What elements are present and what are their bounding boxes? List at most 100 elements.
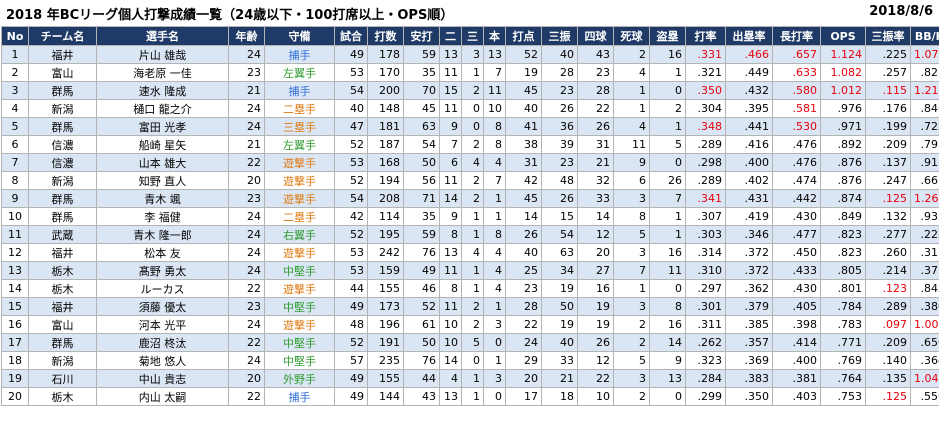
cell-rbi: 29 [505, 351, 542, 370]
cell-sb: 8 [649, 297, 686, 316]
cell-ab: 155 [367, 369, 404, 388]
cell-hbp: 8 [613, 207, 650, 226]
cell-slg: .474 [772, 171, 821, 190]
cell-h: 61 [403, 315, 440, 334]
cell-kr: .209 [865, 333, 911, 352]
cell-pos: 捕手 [264, 45, 335, 64]
column-header: OPS [820, 26, 866, 46]
cell-ops: .769 [820, 351, 866, 370]
column-header: チーム名 [28, 26, 97, 46]
cell-ops: .823 [820, 243, 866, 262]
cell-h: 59 [403, 45, 440, 64]
cell-sb: 1 [649, 225, 686, 244]
cell-ops: .876 [820, 171, 866, 190]
cell-team: 群馬 [28, 81, 97, 100]
cell-ab: 200 [367, 81, 404, 100]
cell-kr: .247 [865, 171, 911, 190]
cell-ops: .801 [820, 279, 866, 298]
cell-age: 21 [228, 81, 265, 100]
cell-kr: .123 [865, 279, 911, 298]
cell-ab: 144 [367, 387, 404, 406]
cell-avg: .262 [685, 333, 726, 352]
cell-pos: 遊撃手 [264, 315, 335, 334]
cell-age: 24 [228, 261, 265, 280]
cell-so: 39 [541, 135, 578, 154]
table-row: 6 信濃 船崎 星矢 21 左翼手 52 187 54 7 2 8 38 39 31 11 5.289.416… [1, 135, 939, 154]
cell-ops: .971 [820, 117, 866, 136]
title-bar: 2018 年BCリーグ個人打撃成績一覧（24歳以下・100打席以上・OPS順） … [0, 0, 939, 26]
cell-no: 8 [1, 171, 29, 190]
cell-pos: 遊撃手 [264, 243, 335, 262]
table-row: 3 群馬 速水 隆成 21 捕手 54 200 70 15 2 11 45 23 28 1 0.350.432… [1, 81, 939, 100]
cell-g: 49 [334, 369, 368, 388]
cell-kr: .214 [865, 261, 911, 280]
cell-obp: .395 [725, 99, 773, 118]
cell-g: 53 [334, 63, 368, 82]
cell-h: 70 [403, 81, 440, 100]
cell-age: 20 [228, 171, 265, 190]
cell-d: 13 [439, 45, 462, 64]
cell-h: 45 [403, 99, 440, 118]
cell-sb: 7 [649, 189, 686, 208]
table-row: 10 群馬李 福健 24 二塁手 42 114 35 9 1 1 14 15 14 8 1.307.419.… [1, 207, 939, 226]
cell-ab: 194 [367, 171, 404, 190]
cell-ops: 1.012 [820, 81, 866, 100]
cell-team: 富山 [28, 315, 97, 334]
cell-ops: .753 [820, 387, 866, 406]
cell-no: 17 [1, 333, 29, 352]
cell-no: 3 [1, 81, 29, 100]
cell-d: 7 [439, 135, 462, 154]
cell-hr: 8 [483, 135, 506, 154]
cell-sb: 14 [649, 333, 686, 352]
cell-kr: .225 [865, 45, 911, 64]
cell-name: 海老原 一佳 [96, 63, 229, 82]
cell-pos: 外野手 [264, 369, 335, 388]
cell-obp: .400 [725, 153, 773, 172]
cell-d: 14 [439, 351, 462, 370]
cell-no: 18 [1, 351, 29, 370]
cell-no: 5 [1, 117, 29, 136]
cell-bbk: .375 [910, 261, 939, 280]
cell-team: 福井 [28, 45, 97, 64]
cell-g: 54 [334, 189, 368, 208]
cell-avg: .350 [685, 81, 726, 100]
cell-team: 富山 [28, 63, 97, 82]
cell-pos: 捕手 [264, 81, 335, 100]
cell-d: 6 [439, 153, 462, 172]
cell-bbk: .364 [910, 351, 939, 370]
cell-bbk: 1.269 [910, 189, 939, 208]
cell-sb: 16 [649, 315, 686, 334]
table-row: 9 群馬 青木 颯 23 遊撃手 54 208 71 14 2 1 45 26 33 3 7.341.431.… [1, 189, 939, 208]
cell-age: 24 [228, 225, 265, 244]
table-row: 13 栃木 髙野 勇太 24 中堅手 53 159 49 11 1 4 25 34 27 7 11.310.3… [1, 261, 939, 280]
cell-hr: 4 [483, 279, 506, 298]
cell-so: 21 [541, 369, 578, 388]
cell-bb: 10 [577, 387, 614, 406]
cell-obp: .369 [725, 351, 773, 370]
cell-obp: .432 [725, 81, 773, 100]
cell-rbi: 24 [505, 333, 542, 352]
cell-bbk: 1.075 [910, 45, 939, 64]
cell-hr: 1 [483, 351, 506, 370]
column-header: 守備 [264, 26, 335, 46]
cell-t: 1 [461, 207, 484, 226]
cell-bbk: .846 [910, 99, 939, 118]
cell-ab: 114 [367, 207, 404, 226]
cell-h: 71 [403, 189, 440, 208]
cell-obp: .385 [725, 315, 773, 334]
cell-ops: .976 [820, 99, 866, 118]
column-header: 三振率 [865, 26, 911, 46]
cell-g: 48 [334, 315, 368, 334]
cell-name: 鹿沼 柊汰 [96, 333, 229, 352]
cell-d: 11 [439, 99, 462, 118]
column-header: 打率 [685, 26, 726, 46]
cell-obp: .357 [725, 333, 773, 352]
cell-team: 石川 [28, 369, 97, 388]
cell-t: 3 [461, 45, 484, 64]
cell-no: 16 [1, 315, 29, 334]
cell-name: 富田 光孝 [96, 117, 229, 136]
cell-hbp: 5 [613, 351, 650, 370]
cell-slg: .633 [772, 63, 821, 82]
cell-h: 56 [403, 171, 440, 190]
column-header: 死球 [613, 26, 650, 46]
